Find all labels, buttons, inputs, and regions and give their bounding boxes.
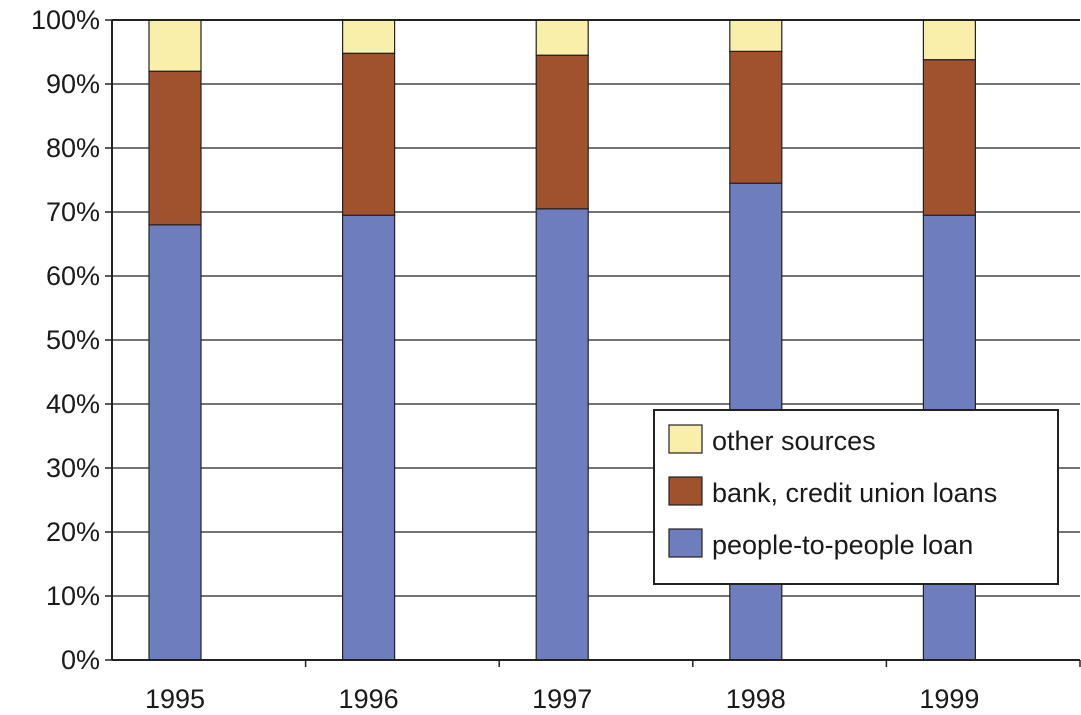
bar-segment [729,19,783,52]
y-tick-label: 70% [46,197,100,227]
y-tick-label: 10% [46,581,100,611]
bar-segment [342,52,396,216]
bar-segment [342,214,396,661]
legend-swatch [668,476,703,506]
y-tick-label: 30% [46,453,100,483]
y-tick-label: 20% [46,517,100,547]
x-tick-label: 1995 [145,684,205,714]
legend-box [653,409,1059,585]
legend-label: other sources [712,426,876,456]
axes [105,19,1081,667]
bar-segment [535,54,589,210]
bar-segment [535,19,589,56]
y-tick-label: 80% [46,133,100,163]
x-tick-label: 1998 [726,684,786,714]
bar-segment [922,19,977,61]
bar-segment [922,59,977,216]
x-tick-label: 1997 [532,684,592,714]
y-tick-label: 40% [46,389,100,419]
x-tick-label: 1996 [339,684,399,714]
y-tick-label: 60% [46,261,100,291]
bar-segment [148,19,202,72]
legend: other sources bank, credit union loans peo… [653,409,1059,585]
bar-segment [342,19,396,54]
x-tick-labels: 1995 1996 1997 1998 1999 [145,684,979,714]
bar-segment [729,50,783,184]
legend-label: bank, credit union loans [712,478,997,508]
y-tick-labels: 0% 10% 20% 30% 40% 50% 60% 70% 80% 90% 100% [31,5,100,675]
bar-segment [148,224,202,661]
y-tick-label: 90% [46,69,100,99]
y-tick-label: 0% [61,645,100,675]
bar-segment [148,70,202,226]
legend-swatch [668,528,703,558]
y-tick-label: 50% [46,325,100,355]
bar-segment [535,208,589,661]
legend-label: people-to-people loan [712,530,973,560]
y-tick-label: 100% [31,5,100,35]
x-tick-label: 1999 [919,684,979,714]
legend-swatch [668,424,703,454]
